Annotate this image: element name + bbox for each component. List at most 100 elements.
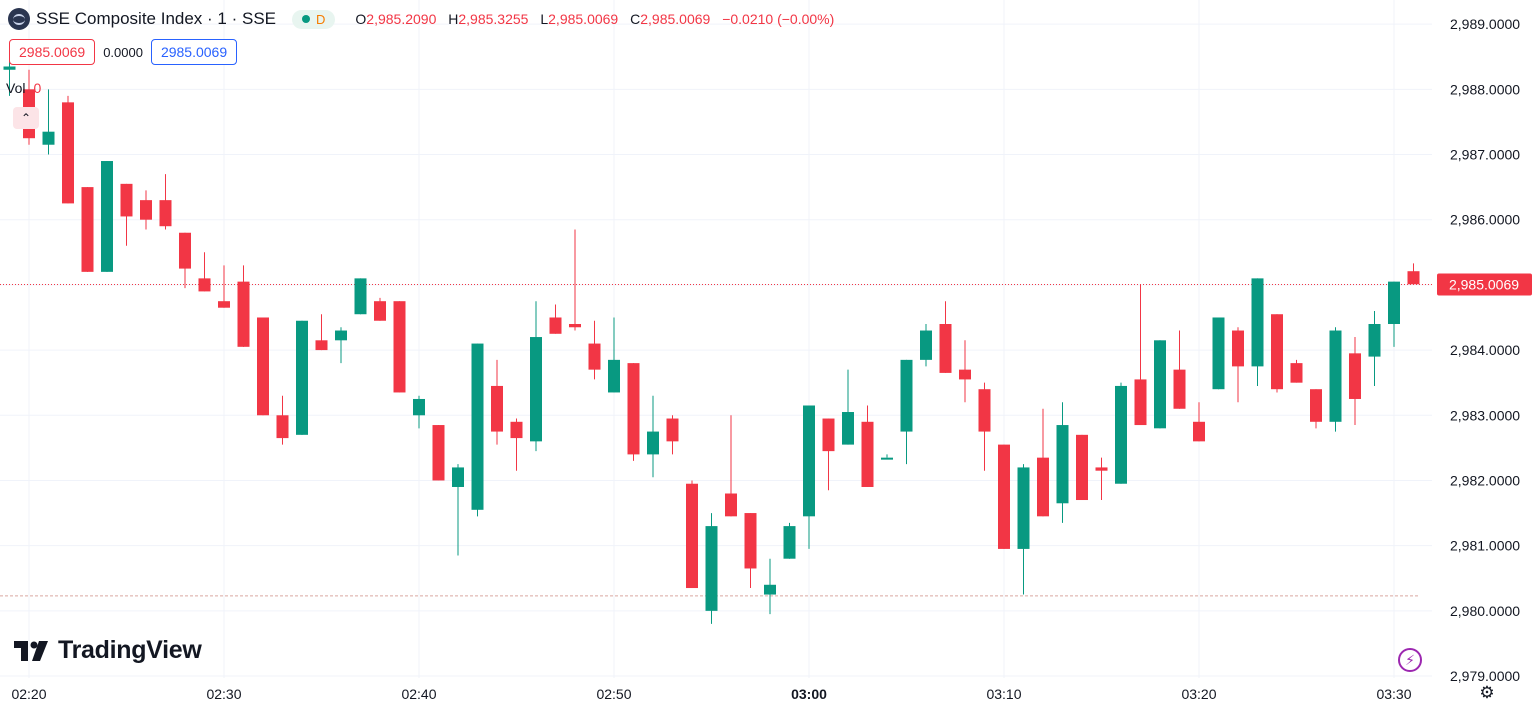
y-tick-label: 2,983.0000 — [1450, 407, 1520, 423]
candle — [686, 480, 698, 589]
candle-body — [393, 301, 406, 393]
candle-body — [510, 421, 523, 439]
candle-body — [3, 66, 16, 70]
candle-body — [296, 320, 308, 435]
collapse-legend-button[interactable]: ⌃ — [13, 107, 39, 129]
candle — [432, 425, 445, 481]
candle — [1407, 263, 1420, 285]
x-tick-label: 02:30 — [206, 686, 241, 702]
x-tick-label: 02:50 — [596, 686, 631, 702]
close-value: 2,985.0069 — [640, 11, 711, 27]
candle — [62, 95, 74, 204]
spread-value: 0.0000 — [103, 44, 143, 60]
candle — [471, 343, 484, 517]
candle — [549, 304, 562, 334]
candle — [1329, 327, 1342, 432]
trade-price-boxes: 2985.0069 0.0000 2985.0069 — [9, 39, 238, 65]
candle — [1115, 382, 1127, 484]
candle — [1290, 359, 1303, 383]
candle-body — [920, 330, 932, 360]
x-tick-label: 02:20 — [11, 686, 46, 702]
candle-body — [198, 278, 211, 292]
gear-icon[interactable]: ⚙︎ — [1479, 683, 1495, 702]
x-tick-label: 03:00 — [791, 686, 827, 702]
candle — [335, 327, 347, 364]
market-status-badge[interactable]: D — [292, 9, 336, 29]
candle — [101, 161, 113, 272]
candle — [1173, 330, 1186, 409]
candle-body — [120, 183, 133, 217]
candle — [783, 522, 796, 559]
candle-body — [822, 418, 835, 452]
ohlc-values: O2,985.2090 H2,985.3255 L2,985.0069 C2,9… — [355, 11, 842, 27]
low-label: L — [540, 11, 549, 27]
x-tick-label: 03:20 — [1181, 686, 1216, 702]
candle — [959, 340, 971, 403]
y-tick-label: 2,989.0000 — [1450, 16, 1520, 32]
tradingview-wordmark: TradingView — [58, 636, 202, 664]
candle-body — [1349, 353, 1361, 399]
candle-body — [374, 301, 386, 321]
candle-body — [42, 131, 55, 145]
candle-body — [647, 431, 659, 455]
candle-body — [315, 340, 328, 351]
candle-body — [1251, 278, 1264, 367]
low-value: 2,985.0069 — [548, 11, 619, 27]
y-tick-label: 2,988.0000 — [1450, 81, 1520, 97]
sell-price-button[interactable]: 2985.0069 — [9, 39, 96, 65]
candle — [1193, 402, 1205, 442]
candle-body — [1056, 425, 1069, 504]
candle-body — [1193, 421, 1205, 442]
symbol-title[interactable]: SSE Composite Index · 1 · SSE — [36, 9, 276, 28]
candle-body — [257, 317, 269, 416]
candle-body — [783, 526, 796, 559]
candle — [705, 513, 718, 624]
candle-body — [900, 359, 913, 432]
candle-body — [1407, 271, 1420, 285]
open-label: O — [355, 11, 367, 27]
candle — [920, 324, 932, 367]
candle-body — [725, 493, 737, 517]
candle — [1076, 434, 1088, 501]
candle — [218, 265, 230, 308]
candle-body — [1232, 330, 1244, 367]
candle-body — [1368, 324, 1381, 357]
candle-body — [432, 425, 445, 481]
candle-body — [978, 389, 991, 432]
candle-body — [1115, 385, 1127, 484]
last-price-label: 2,985.0069 — [1449, 276, 1519, 292]
chevron-up-icon: ⌃ — [20, 111, 32, 125]
candle-body — [1095, 467, 1108, 471]
y-tick-label: 2,984.0000 — [1450, 342, 1520, 358]
quick-action-button[interactable]: ⚡︎ — [1398, 648, 1422, 672]
volume-label[interactable]: Vol — [6, 80, 26, 96]
candle — [1232, 327, 1244, 403]
x-tick-label: 03:30 — [1376, 686, 1411, 702]
candle — [881, 454, 893, 460]
x-tick-label: 02:40 — [401, 686, 436, 702]
candle — [1154, 340, 1166, 429]
candle-body — [1271, 314, 1283, 390]
candle-body — [627, 363, 640, 455]
candle — [1388, 281, 1400, 347]
candle — [725, 415, 737, 517]
candle — [1349, 337, 1361, 426]
candle — [198, 252, 211, 292]
candle — [569, 229, 581, 331]
candle-body — [101, 161, 113, 272]
candle — [159, 174, 172, 230]
buy-price-button[interactable]: 2985.0069 — [150, 39, 238, 65]
candle — [315, 314, 328, 351]
candle — [1271, 314, 1283, 393]
candle — [81, 187, 94, 272]
axes: 2,989.0000 2,988.0000 2,987.0000 2,986.0000… — [11, 16, 1532, 702]
high-label: H — [448, 11, 459, 27]
candle — [413, 395, 425, 429]
candle-body — [276, 415, 289, 439]
candle — [822, 418, 835, 491]
y-tick-label: 2,979.0000 — [1450, 668, 1520, 684]
y-tick-label: 2,982.0000 — [1450, 472, 1520, 488]
candle-body — [998, 444, 1010, 549]
tradingview-logo[interactable]: TradingView — [14, 636, 202, 665]
